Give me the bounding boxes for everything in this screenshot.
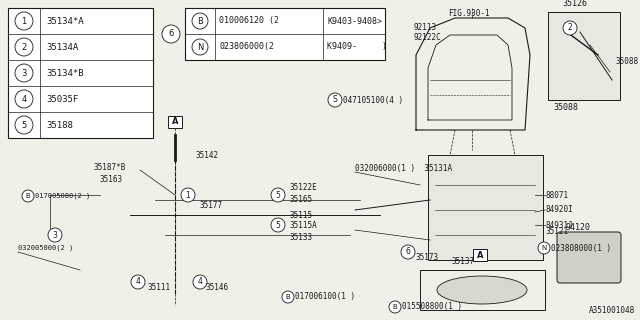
Text: 017005080(2 ): 017005080(2 ) <box>35 193 90 199</box>
Text: 4: 4 <box>21 94 27 103</box>
Text: 015508800(1 ): 015508800(1 ) <box>402 302 462 311</box>
Text: 5: 5 <box>276 220 280 229</box>
Text: 2: 2 <box>568 23 572 33</box>
Text: 032006000(1 )  35131A: 032006000(1 ) 35131A <box>355 164 452 172</box>
Text: 35126: 35126 <box>563 0 588 8</box>
Text: 35173: 35173 <box>415 253 438 262</box>
Circle shape <box>15 12 33 30</box>
Circle shape <box>131 275 145 289</box>
Text: B: B <box>197 17 203 26</box>
Text: 3: 3 <box>21 68 27 77</box>
Text: K9409-     ): K9409- ) <box>327 43 387 52</box>
Text: 35165: 35165 <box>290 196 313 204</box>
Circle shape <box>389 301 401 313</box>
Circle shape <box>15 116 33 134</box>
Bar <box>473 249 487 261</box>
Text: A351001048: A351001048 <box>589 306 635 315</box>
Text: 94120: 94120 <box>565 223 590 233</box>
Text: B: B <box>285 294 291 300</box>
Bar <box>168 116 182 128</box>
Text: 35122E: 35122E <box>290 183 317 193</box>
Circle shape <box>271 188 285 202</box>
Text: N: N <box>541 245 547 251</box>
Text: 35187*B: 35187*B <box>93 164 125 172</box>
Circle shape <box>48 228 62 242</box>
Text: 35035F: 35035F <box>46 94 78 103</box>
Text: 047105100(4 ): 047105100(4 ) <box>343 95 403 105</box>
Text: 88071: 88071 <box>546 190 569 199</box>
Circle shape <box>15 38 33 56</box>
Text: 2: 2 <box>21 43 27 52</box>
Text: FIG.930-1: FIG.930-1 <box>448 10 490 19</box>
Text: 35177: 35177 <box>200 201 223 210</box>
Bar <box>548 12 620 100</box>
Circle shape <box>282 291 294 303</box>
Text: 6: 6 <box>406 247 410 257</box>
Circle shape <box>22 190 34 202</box>
Text: 35121: 35121 <box>545 228 568 236</box>
Circle shape <box>563 21 577 35</box>
Circle shape <box>193 275 207 289</box>
Text: 35134*B: 35134*B <box>46 68 84 77</box>
Text: 4: 4 <box>198 277 202 286</box>
Text: 35146: 35146 <box>205 283 228 292</box>
Text: 35134*A: 35134*A <box>46 17 84 26</box>
Text: 023806000(2: 023806000(2 <box>219 43 274 52</box>
Circle shape <box>401 245 415 259</box>
Text: 35088: 35088 <box>554 103 579 113</box>
Circle shape <box>181 188 195 202</box>
Text: 4: 4 <box>136 277 140 286</box>
Text: 35188: 35188 <box>46 121 73 130</box>
Text: 35088: 35088 <box>616 58 639 67</box>
Text: 84931J: 84931J <box>546 220 573 229</box>
Text: 032005000(2 ): 032005000(2 ) <box>18 245 73 251</box>
Bar <box>8 8 153 138</box>
Text: S: S <box>333 95 337 105</box>
Text: 5: 5 <box>276 190 280 199</box>
Circle shape <box>162 25 180 43</box>
Ellipse shape <box>437 276 527 304</box>
Text: 1: 1 <box>21 17 27 26</box>
Text: 35137: 35137 <box>452 258 475 267</box>
Circle shape <box>328 93 342 107</box>
Text: B: B <box>392 304 397 310</box>
Circle shape <box>15 64 33 82</box>
Text: 92122C: 92122C <box>414 33 442 42</box>
Circle shape <box>192 13 208 29</box>
Text: 35163: 35163 <box>99 175 122 185</box>
Text: 35115A: 35115A <box>290 220 317 229</box>
Bar <box>428 155 543 260</box>
Text: 84920I: 84920I <box>546 205 573 214</box>
Text: 35133: 35133 <box>290 233 313 242</box>
Text: A: A <box>172 117 179 126</box>
Text: 92113: 92113 <box>414 22 437 31</box>
Text: 35134A: 35134A <box>46 43 78 52</box>
Bar <box>185 8 385 60</box>
Text: 35111: 35111 <box>148 283 171 292</box>
Text: 3: 3 <box>52 230 58 239</box>
Text: B: B <box>26 193 30 199</box>
Text: 35142: 35142 <box>195 150 218 159</box>
Text: A: A <box>477 251 483 260</box>
Circle shape <box>271 218 285 232</box>
Text: 010006120 (2: 010006120 (2 <box>219 17 279 26</box>
Text: 5: 5 <box>21 121 27 130</box>
Text: 35115: 35115 <box>290 211 313 220</box>
Text: 1: 1 <box>186 190 190 199</box>
Text: 6: 6 <box>168 29 173 38</box>
Circle shape <box>15 90 33 108</box>
FancyBboxPatch shape <box>557 232 621 283</box>
Text: 023808000(1 ): 023808000(1 ) <box>551 244 611 252</box>
Text: N: N <box>197 43 203 52</box>
Circle shape <box>192 39 208 55</box>
Text: 017006100(1 ): 017006100(1 ) <box>295 292 355 301</box>
Text: K9403-9408>: K9403-9408> <box>327 17 382 26</box>
Circle shape <box>538 242 550 254</box>
